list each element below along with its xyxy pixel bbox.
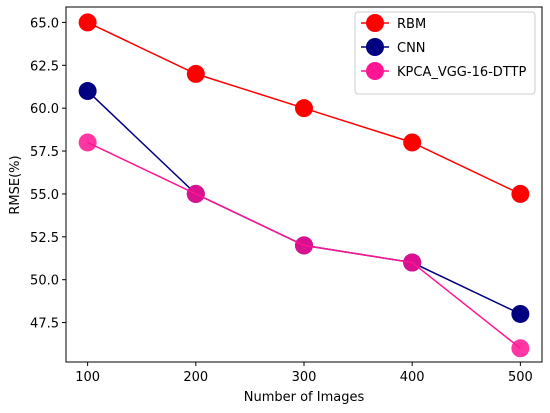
series-rbm [78,13,530,203]
y-tick-label: 57.5 [30,145,59,160]
x-tick-label: 400 [400,370,425,385]
plot-frame [65,6,543,363]
data-point [403,133,422,152]
y-tick-label: 52.5 [30,231,59,246]
legend: RBM CNN KPCA_VGG-16-DTTP [354,11,536,95]
data-point [295,99,313,118]
data-point [78,13,97,32]
x-tick-label: 200 [183,370,208,385]
x-tick-label: 100 [75,370,100,385]
legend-label: RBM [397,17,426,32]
legend-swatch-marker [366,38,384,56]
x-axis-label: Number of Images [244,390,365,405]
data-point [78,82,97,101]
legend-swatch-marker [366,14,384,32]
data-point [295,236,313,255]
y-tick-label: 55.0 [30,188,59,203]
axis-ticks: 100 200 300 400 500 47.5 50.0 52.5 55.0 57.5 60.0 6… [30,16,533,385]
data-point [511,304,530,323]
x-tick-label: 300 [292,370,317,385]
series-layer [78,13,530,358]
data-point [78,133,97,152]
legend-box [354,11,536,95]
y-tick-label: 62.5 [30,59,59,74]
data-point [186,64,205,83]
data-point [511,184,530,203]
legend-label: CNN [397,41,426,56]
series-kpca-vgg-16-dttp [78,133,530,358]
y-axis-label: RMSE(%) [8,155,23,214]
y-tick-label: 50.0 [30,274,59,289]
x-tick-label: 500 [508,370,533,385]
y-tick-label: 47.5 [30,317,59,332]
series-line [87,90,521,315]
legend-swatch-marker [366,62,384,80]
legend-item: RBM [361,14,426,32]
legend-item: KPCA_VGG-16-DTTP [361,62,526,80]
y-tick-label: 60.0 [30,102,59,117]
data-point [403,253,422,272]
y-tick-label: 65.0 [30,16,59,31]
series-cnn [78,82,530,323]
data-point [511,339,530,358]
data-point [186,184,205,203]
legend-label: KPCA_VGG-16-DTTP [397,65,526,80]
legend-item: CNN [361,38,426,56]
